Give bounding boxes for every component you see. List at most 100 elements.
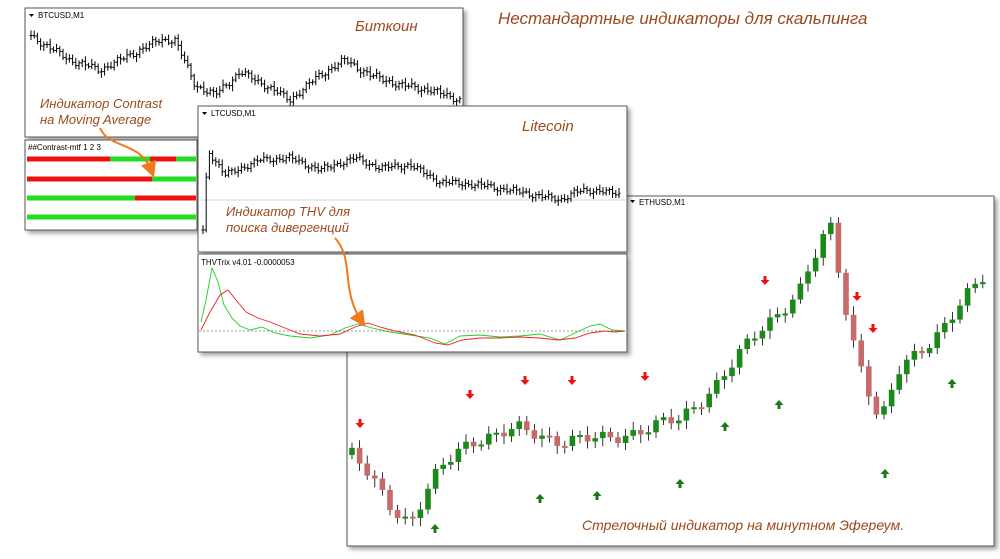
thv-label: THVTrix v4.01 -0.0000053 [201,258,295,267]
candle-body [698,407,705,410]
sell-arrow [567,376,577,385]
candle-body [349,447,355,455]
thv-window [197,253,628,353]
candle-body [630,430,636,436]
candle-body [645,432,652,435]
candle-body [615,437,621,444]
candle-body [508,429,515,437]
buy-arrow [720,422,730,431]
btc-symbol: BTCUSD,M1 [38,11,85,20]
candle-body [600,431,606,439]
contrast-label: ##Contrast-mtf 1 2 3 [28,143,101,152]
candle-body [873,396,880,415]
candle-body [964,288,971,306]
candle-body [767,317,773,331]
buy-arrow [880,469,890,478]
candle-body [448,461,454,465]
candle-body [881,406,887,415]
contrast-rows [27,156,196,220]
candle-body [501,432,507,437]
candle-body [660,417,667,421]
candle-body [752,338,758,341]
candle-body [888,389,895,407]
ltc-caption: Litecoin [522,118,574,135]
candle-body [668,417,674,424]
buy-arrow [774,400,784,409]
candle-body [904,359,910,375]
candle-body [676,420,682,424]
candle-body [805,271,811,284]
candle-body [554,436,560,446]
candle-body [455,448,462,462]
candle-body [820,234,826,258]
eth-caption: Стрелочный индикатор на минутном Эфереум… [582,517,904,533]
candle-body [797,283,804,300]
menu-icon [630,200,635,203]
sell-arrow [852,292,862,301]
eth-chart [349,217,986,533]
candle-body [949,319,956,323]
candle-body [926,348,933,354]
eth-symbol: ETHUSD,M1 [639,198,686,207]
menu-icon [202,112,207,115]
candle-body [577,435,583,438]
candle-body [919,350,925,354]
candle-body [364,463,370,476]
candle-body [911,350,918,360]
candle-body [592,438,598,442]
candle-body [516,421,522,430]
candle-body [782,313,788,316]
candle-body [706,393,712,408]
candle-body [470,441,477,447]
candle-body [486,433,492,445]
candle-body [425,488,431,510]
candle-body [402,516,408,519]
candle-body [493,432,500,435]
candle-body [638,430,644,435]
candle-body [562,445,568,448]
buy-arrow [535,494,545,503]
candle-body [691,407,697,410]
btc-caption: Биткоин [355,18,418,35]
btc-chart [29,30,462,108]
page-title: Нестандартные индикаторы для скальпинга [498,9,868,28]
sell-arrow [640,372,650,381]
candle-body [835,222,842,273]
candle-body [531,430,538,439]
candle-body [942,322,948,333]
candle-body [721,376,728,380]
sell-arrow [465,390,475,399]
buy-arrow [675,479,685,488]
ltc-chart [201,150,621,235]
candle-body [736,349,743,368]
candle-body [759,330,766,339]
candle-body [432,468,439,489]
candle-body [934,332,940,349]
candle-body [790,299,796,314]
sell-arrow [520,376,530,385]
candle-body [714,379,720,394]
candle-body [828,222,834,235]
candle-body [607,431,614,438]
candle-body [683,408,690,421]
sell-arrow [355,419,365,428]
annotation-line: поиска дивергенций [226,220,349,235]
candle-body [394,509,401,519]
candle-body [744,338,750,350]
sell-arrow [868,324,878,333]
candle-body [440,464,446,469]
candle-body [653,420,659,433]
candle-body [410,516,416,519]
candle-body [546,435,553,438]
candle-body [539,435,545,439]
annotation-line: на Moving Average [40,112,151,127]
annotation-arrow [99,127,156,178]
candle-body [569,435,576,447]
candle-body [980,282,986,285]
candle-body [417,509,424,519]
candle-body [379,478,386,490]
candle-body [896,374,902,390]
buy-arrow [592,491,602,500]
candle-body [972,283,978,289]
annotation-line: Индикатор THV для [226,204,350,219]
